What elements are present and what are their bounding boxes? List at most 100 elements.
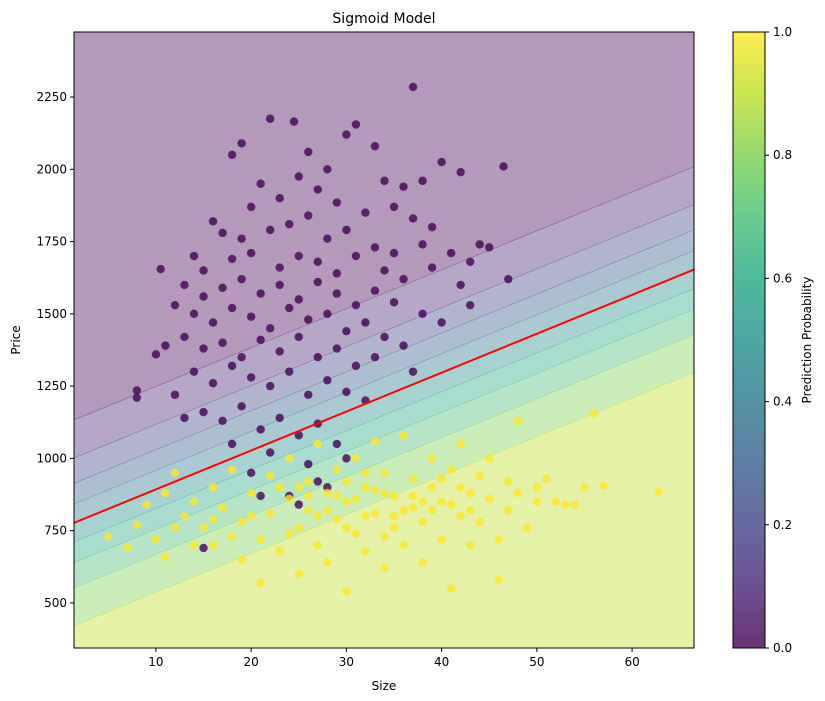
data-point-class-0: [256, 491, 265, 501]
data-point-class-0: [189, 309, 199, 319]
x-tick-label: 50: [529, 655, 544, 669]
data-point-class-0: [156, 264, 165, 274]
data-point-class-0: [456, 280, 465, 290]
data-point-class-1: [170, 523, 180, 532]
data-point-class-0: [199, 407, 208, 417]
data-point-class-0: [275, 347, 284, 356]
data-point-class-0: [208, 217, 218, 226]
data-point-class-1: [208, 483, 218, 492]
data-point-class-0: [342, 387, 351, 397]
contour-line: [73, 288, 695, 543]
y-tick-label: 1000: [36, 451, 67, 465]
data-point-class-1: [456, 483, 465, 492]
data-point-class-0: [199, 292, 208, 301]
data-point-class-1: [551, 497, 561, 506]
data-point-class-0: [332, 269, 342, 278]
data-point-class-0: [246, 468, 256, 478]
data-point-class-1: [437, 474, 446, 483]
data-point-class-1: [275, 483, 284, 492]
contour-line: [73, 229, 695, 484]
data-point-class-1: [456, 511, 465, 521]
data-point-class-0: [323, 376, 332, 385]
data-point-class-0: [342, 454, 351, 463]
data-point-class-0: [256, 289, 265, 298]
data-point-class-1: [408, 503, 418, 512]
data-point-class-1: [408, 474, 418, 483]
data-point-class-0: [256, 335, 265, 345]
data-point-class-0: [313, 352, 323, 362]
data-point-class-0: [246, 312, 256, 321]
data-point-class-1: [380, 564, 389, 573]
data-point-class-0: [294, 295, 303, 304]
data-point-class-1: [427, 454, 437, 463]
data-point-class-0: [294, 251, 303, 261]
data-point-class-1: [342, 477, 351, 486]
x-tick-label: 40: [434, 655, 449, 669]
data-point-class-1: [332, 491, 342, 501]
data-point-class-1: [361, 511, 370, 521]
y-tick-label: 1750: [36, 235, 67, 249]
data-point-class-0: [437, 318, 446, 327]
data-point-class-1: [370, 509, 380, 518]
data-point-class-1: [427, 506, 437, 515]
data-point-class-0: [408, 82, 418, 92]
data-point-class-0: [504, 274, 513, 284]
data-point-class-1: [504, 477, 513, 486]
data-point-class-1: [304, 477, 313, 486]
data-point-class-1: [475, 517, 484, 527]
data-point-class-0: [199, 344, 208, 353]
data-point-class-0: [237, 139, 246, 148]
data-point-class-0: [246, 248, 256, 258]
data-point-class-0: [227, 439, 237, 449]
data-point-class-1: [208, 540, 218, 550]
data-point-class-0: [465, 257, 475, 267]
data-point-class-0: [189, 251, 199, 261]
data-point-class-1: [161, 488, 170, 498]
contour-line: [73, 250, 695, 505]
data-point-class-0: [170, 300, 180, 310]
data-point-class-0: [218, 416, 227, 425]
data-point-class-0: [485, 243, 494, 252]
data-point-class-0: [285, 220, 294, 229]
data-point-class-0: [427, 263, 437, 272]
scatter-points: [104, 82, 663, 596]
data-point-class-1: [380, 488, 389, 498]
x-tick-label: 60: [624, 655, 639, 669]
data-point-class-1: [275, 546, 284, 556]
data-point-class-0: [399, 274, 408, 284]
data-point-class-0: [218, 338, 227, 347]
data-point-class-1: [418, 558, 427, 567]
data-point-class-0: [313, 257, 323, 267]
data-point-class-0: [227, 254, 237, 264]
data-point-class-1: [285, 494, 294, 504]
colorbar-tick-label: 1.0: [773, 25, 792, 39]
data-point-class-0: [399, 182, 408, 191]
colorbar-tick-label: 0.0: [773, 641, 792, 655]
data-point-class-1: [313, 511, 323, 521]
data-point-class-1: [532, 497, 542, 506]
data-point-class-1: [294, 483, 303, 492]
data-point-class-0: [180, 332, 189, 342]
data-point-class-1: [104, 532, 113, 541]
x-tick-label: 20: [244, 655, 259, 669]
colorbar-tick-label: 0.6: [773, 271, 792, 285]
data-point-class-0: [323, 234, 332, 243]
data-point-class-0: [180, 413, 189, 423]
data-point-class-1: [399, 431, 408, 440]
contour-band: [74, 204, 694, 484]
data-point-class-1: [494, 575, 503, 584]
contour-band: [74, 372, 694, 648]
data-point-class-1: [237, 517, 246, 527]
data-point-class-0: [304, 147, 313, 157]
data-point-class-1: [523, 523, 532, 532]
data-point-class-1: [180, 511, 189, 521]
data-point-class-0: [446, 248, 456, 258]
data-point-class-1: [256, 578, 265, 587]
data-point-class-0: [199, 266, 208, 275]
contour-band: [74, 166, 694, 458]
data-point-class-0: [132, 386, 142, 395]
contour-line: [73, 334, 695, 589]
data-point-class-1: [189, 540, 199, 550]
data-point-class-1: [654, 487, 663, 496]
data-point-class-1: [246, 511, 256, 521]
